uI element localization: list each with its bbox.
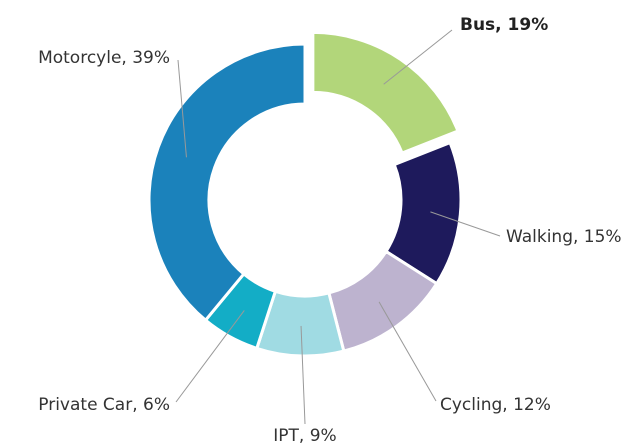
slice-label: Motorcyle, 39% [38,48,170,68]
slice-label: Cycling, 12% [440,395,551,415]
leader-line [383,29,453,85]
slice-label: IPT, 9% [273,426,336,445]
leader-line [300,325,306,425]
donut-slice [147,42,307,323]
donut-slice [311,30,460,156]
slice-label: Bus, 19% [460,15,548,35]
slice-label: Walking, 15% [506,227,622,247]
leader-line [175,310,245,403]
leader-line [177,59,187,158]
slice-label: Private Car, 6% [38,395,170,415]
leader-line [378,301,437,402]
leader-line [430,211,501,237]
